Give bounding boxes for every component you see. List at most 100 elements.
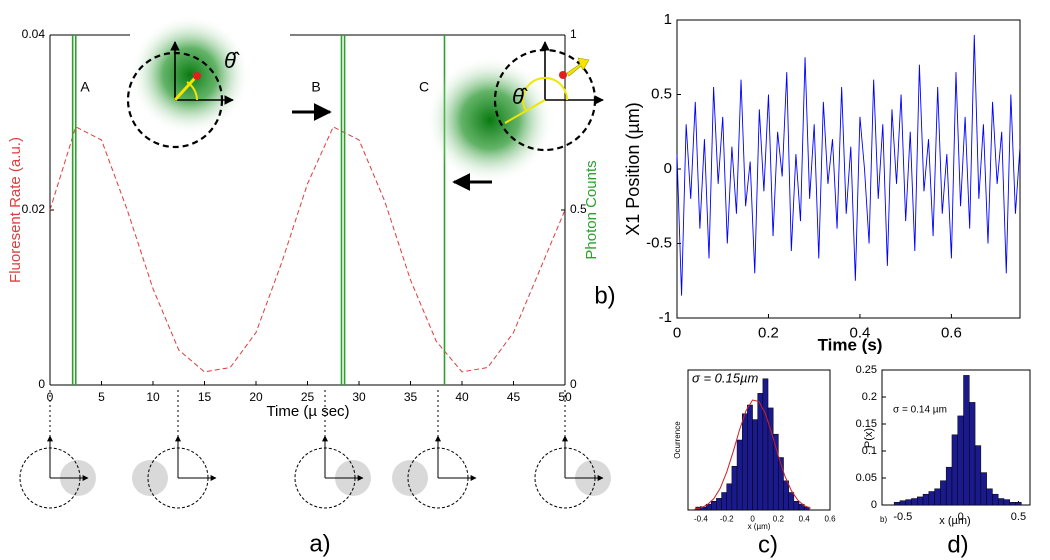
y-tick-label: 1: [664, 11, 672, 28]
hist-bar: [783, 480, 789, 511]
x-tick-label: 0: [958, 511, 964, 523]
fit-curve: [694, 399, 811, 510]
x-tick-label: 45: [507, 390, 521, 404]
hist-bar: [1003, 499, 1011, 506]
beam-line: [173, 76, 197, 102]
annotation: B: [311, 79, 320, 95]
hist-bar: [731, 466, 738, 511]
x-tick-label: 15: [198, 390, 212, 404]
sub-label: b): [880, 515, 887, 524]
hist-bar: [997, 498, 1005, 506]
annotation: C: [419, 79, 429, 95]
y-tick-label: 0: [38, 377, 45, 391]
hist-bar: [905, 499, 912, 506]
particle: [559, 71, 567, 79]
data-line: [676, 34, 1021, 296]
particle: [193, 72, 201, 80]
y-tick-label: 0.5: [651, 85, 672, 102]
x-axis-label: x (µm): [748, 522, 771, 531]
y-tick-label: 0.04: [22, 27, 46, 41]
x-tick-label: 5: [98, 390, 105, 404]
hist-bar: [893, 502, 901, 506]
hist-bar: [788, 492, 795, 511]
data-line: [49, 126, 566, 373]
hist-bar: [928, 491, 935, 506]
inset-glow: [426, 56, 554, 184]
hist-bar: [721, 492, 727, 511]
y-tick-label: -1: [659, 309, 672, 326]
inset-glow: [130, 15, 250, 135]
hist-bar: [736, 439, 743, 511]
x-tick-label: 0.2: [758, 324, 779, 341]
hist-bar: [974, 445, 982, 506]
hist-bar: [969, 402, 976, 506]
hist-bar: [922, 493, 930, 506]
x-tick-label: -0.4: [694, 514, 708, 523]
hist-bar: [762, 378, 769, 511]
y-tick-label: 0.2: [862, 391, 877, 403]
x-tick-label: 0.4: [850, 324, 871, 341]
hist-bar: [899, 500, 906, 506]
x-tick-label: 10: [146, 390, 160, 404]
y-tick-label: 0.05: [856, 472, 877, 484]
hist-bar: [917, 496, 924, 506]
y-axis-label: X1 Position (µm): [623, 102, 643, 235]
x-tick-label: 0: [673, 324, 681, 341]
x-tick-label: 0.4: [799, 514, 811, 523]
x-tick-label: 35: [404, 390, 418, 404]
x-tick-label: 0.6: [941, 324, 962, 341]
y-axis-label: Fluoresent Rate (a.u.): [7, 137, 24, 283]
hist-bar: [747, 404, 753, 511]
x-axis-label: x (µm): [939, 515, 970, 527]
x-tick-label: -0.2: [720, 514, 734, 523]
y2-tick-label: 1: [570, 27, 577, 41]
x-tick-label: 0: [750, 514, 755, 523]
hist-bar: [741, 413, 748, 511]
hist-bar: [992, 493, 999, 506]
y-tick-label: 0.02: [22, 202, 46, 216]
y-tick-label: 0.1: [862, 445, 877, 457]
annotation: σ = 0.15µm: [692, 370, 758, 385]
x-tick-label: 25: [301, 390, 315, 404]
panel-label: c): [758, 531, 778, 558]
hist-bar: [980, 472, 987, 506]
x-tick-label: 40: [455, 390, 469, 404]
panel-label: a): [309, 530, 330, 557]
hist-bar: [726, 483, 733, 511]
x-tick-label: 30: [352, 390, 366, 404]
y-axis-label: P(x): [863, 428, 875, 448]
beam-spot: [392, 460, 428, 496]
y-tick-label: -0.5: [646, 234, 672, 251]
panel-label: b): [594, 282, 615, 309]
hist-bar: [951, 434, 958, 506]
angle-arc: [522, 76, 569, 112]
hist-bar: [986, 488, 993, 506]
hist-bar: [963, 375, 970, 506]
beam-spot: [132, 460, 168, 496]
y2-tick-label: 0: [570, 377, 577, 391]
y-tick-label: 0: [664, 160, 672, 177]
y-tick-label: 0: [871, 499, 877, 511]
hist-bar: [793, 501, 800, 511]
x-axis-label: Time (µ sec): [266, 403, 349, 420]
angle-arc: [186, 81, 198, 101]
x-tick-label: 0.6: [824, 514, 836, 523]
hist-bar: [911, 498, 918, 506]
y2-axis-label: Photon Counts: [583, 160, 600, 259]
plot-frame: [676, 19, 1021, 319]
y-tick-label: 0.15: [856, 418, 877, 430]
x-axis-label: Time (s): [818, 335, 883, 354]
hist-bar: [957, 415, 964, 506]
hist-bar: [1015, 502, 1022, 506]
hist-bar: [934, 488, 941, 506]
hist-bar: [757, 393, 764, 511]
x-tick-label: 0.5: [1011, 511, 1026, 523]
particle-arrow: [566, 57, 590, 77]
y-axis-label: Ocurrence: [673, 421, 682, 459]
beam-line: [504, 99, 546, 124]
x-tick-label: -0.5: [893, 511, 912, 523]
hist-bar: [940, 480, 947, 506]
hist-bar: [945, 466, 953, 506]
